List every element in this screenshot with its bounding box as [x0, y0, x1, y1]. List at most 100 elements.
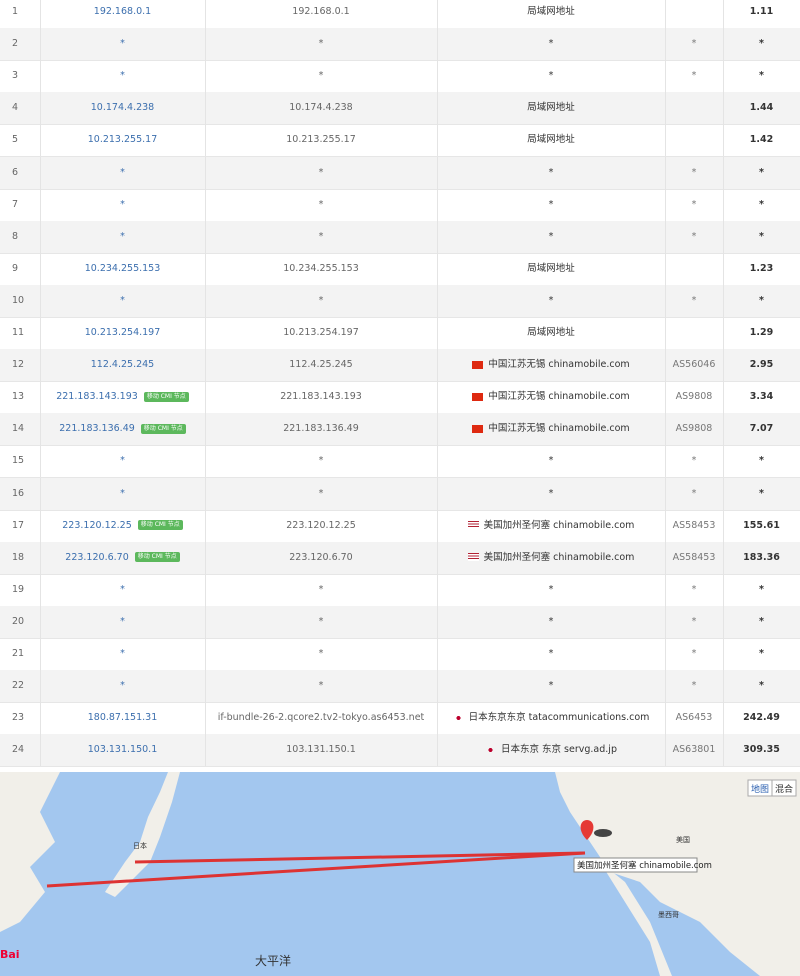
toggle-text[interactable]: 混合	[775, 783, 793, 795]
host-cell: 221.183.136.49	[205, 413, 438, 446]
toggle-text[interactable]: 地图	[751, 783, 769, 795]
hop-cell: 22	[0, 670, 41, 703]
hostname: 10.213.254.197	[283, 327, 359, 338]
hybrid-button[interactable]	[771, 779, 797, 797]
asn: *	[691, 70, 697, 82]
ip: 221.183.136.49	[59, 423, 135, 435]
location: 美国加州圣何塞 chinamobile.com	[483, 519, 635, 531]
location-cell: 中国江苏无锡 chinamobile.com	[437, 349, 666, 382]
time: *	[759, 294, 764, 306]
time: *	[759, 166, 764, 178]
host-cell: *	[205, 605, 438, 638]
ip: 10.213.255.17	[87, 134, 158, 146]
map-label: 日本	[133, 841, 147, 850]
trace-row: 6 * * * * *	[0, 156, 800, 190]
node-badge: 移动 CMI 节点	[137, 520, 183, 531]
ip: 10.174.4.238	[90, 102, 155, 114]
asn: *	[691, 166, 697, 178]
asn: *	[691, 455, 697, 467]
host-cell: *	[205, 28, 438, 61]
tooltip	[573, 857, 698, 873]
location: *	[548, 487, 554, 499]
ip-cell: 10.174.4.238	[40, 92, 206, 125]
time-cell: *	[723, 189, 800, 221]
location: 局域网地址	[527, 134, 575, 146]
trace-row: 13 221.183.143.193 移动 CMI 节点 221.183.143.19…	[0, 381, 800, 415]
asn-cell: *	[665, 670, 724, 703]
location: 局域网地址	[527, 262, 575, 274]
flag	[472, 392, 484, 401]
ip-cell: *	[40, 605, 206, 638]
asn: *	[691, 230, 697, 242]
hostname: 223.120.12.25	[286, 519, 356, 531]
time: *	[759, 455, 764, 467]
time-cell: 1.29	[723, 317, 800, 349]
ip-cell: 10.213.254.197	[40, 317, 206, 349]
hostname: 221.183.143.193	[280, 391, 362, 403]
time-cell: 2.95	[723, 349, 800, 381]
ip: *	[120, 230, 125, 242]
time: 183.36	[743, 551, 780, 563]
ip: *	[120, 455, 125, 467]
location: 局域网地址	[527, 102, 575, 114]
ip: 221.183.143.193	[56, 391, 138, 403]
area	[594, 829, 612, 837]
asn: *	[691, 198, 697, 210]
hostname: 112.4.25.245	[289, 359, 353, 371]
host-cell: *	[205, 573, 438, 606]
trace-row: 23 180.87.151.31 if-bundle-26-2.qcore2.tv2…	[0, 702, 800, 736]
hop-cell: 16	[0, 477, 41, 510]
ip: 103.131.150.1	[87, 744, 158, 756]
ip-cell: *	[40, 188, 206, 221]
location: 中国江苏无锡 chinamobile.com	[488, 359, 630, 371]
trace-row: 14 221.183.136.49 移动 CMI 节点 221.183.136.49 中…	[0, 413, 800, 447]
asn-cell	[665, 252, 724, 285]
ip: *	[120, 615, 125, 627]
time: *	[759, 38, 764, 50]
route-map: 美国加州圣何塞 chinamobile.com 地图 混合 日本 美国 墨西哥 …	[0, 772, 800, 976]
host-cell: *	[205, 156, 438, 189]
route-line	[46, 851, 586, 888]
hop-cell: 12	[0, 349, 41, 382]
host-cell: *	[205, 284, 438, 317]
asn-cell: AS9808	[665, 413, 724, 446]
hop-cell: 19	[0, 573, 41, 606]
ip-cell: *	[40, 156, 206, 189]
hop-cell: 17	[0, 509, 41, 542]
hop-cell: 1	[0, 0, 41, 28]
hop: 24	[12, 744, 25, 756]
host-cell: *	[205, 638, 438, 670]
trace-row: 21 * * * * *	[0, 638, 800, 671]
location-cell: 局域网地址	[437, 317, 666, 349]
hop: 23	[12, 712, 25, 724]
hostname: *	[318, 294, 324, 306]
asn-cell: *	[665, 573, 724, 606]
time-cell: 155.61	[723, 510, 800, 542]
time-cell: 1.42	[723, 124, 800, 156]
trace-row: 12 112.4.25.245 112.4.25.245 中国江苏无锡 chinamo…	[0, 349, 800, 383]
trace-row: 2 * * * * *	[0, 28, 800, 62]
ip: *	[120, 166, 125, 178]
hop: 14	[12, 423, 25, 435]
time: 242.49	[743, 712, 780, 724]
ip-cell: *	[40, 28, 206, 61]
ip: *	[120, 294, 125, 306]
location: *	[548, 38, 554, 50]
host-cell: *	[205, 670, 438, 703]
hop: 6	[12, 166, 19, 178]
time-cell: *	[723, 221, 800, 253]
hop: 11	[12, 327, 25, 338]
ip: *	[120, 648, 125, 659]
asn: AS56046	[672, 359, 716, 371]
trace-row: 3 * * * * *	[0, 60, 800, 94]
location: *	[548, 166, 554, 178]
hop-cell: 4	[0, 92, 41, 125]
hop-cell: 9	[0, 252, 41, 285]
time-cell: *	[723, 157, 800, 189]
hostname: *	[318, 198, 324, 210]
asn-cell	[665, 317, 724, 349]
trace-row: 22 * * * * *	[0, 670, 800, 704]
hop: 4	[12, 102, 19, 114]
asn-cell	[665, 124, 724, 157]
hostname: 103.131.150.1	[286, 744, 356, 756]
